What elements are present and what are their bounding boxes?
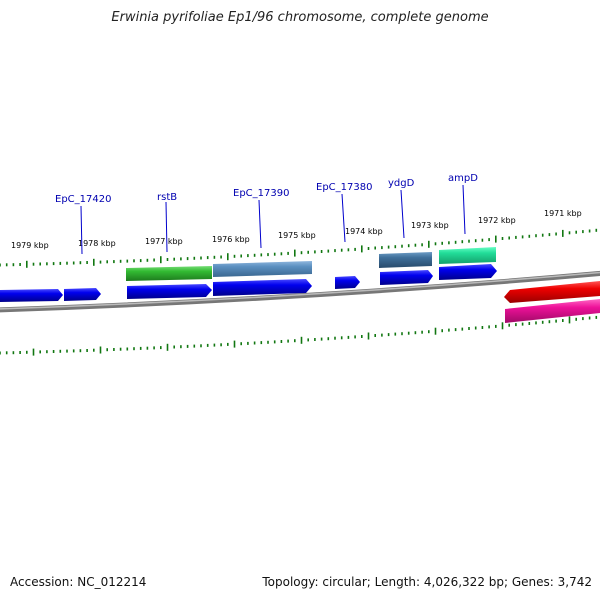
scale-label-1973: 1973 kbp — [411, 221, 449, 230]
scale-label-1979: 1979 kbp — [11, 241, 49, 250]
gene-label-epc-17420: EpC_17420 — [55, 194, 111, 205]
callout-line-rstb — [165, 201, 168, 253]
scale-label-1978: 1978 kbp — [78, 239, 116, 248]
reverse-gene-red[interactable] — [504, 281, 600, 303]
callout-line-ydgd — [400, 189, 405, 239]
scale-label-1975: 1975 kbp — [278, 231, 316, 240]
cds-arrow-epc-17380[interactable] — [335, 276, 360, 289]
cds-arrow-rstb[interactable] — [127, 284, 212, 299]
gene-label-rstb: rstB — [157, 192, 177, 203]
gene-label-ydgd: ydgD — [388, 178, 415, 189]
callout-line-epc-17390 — [258, 199, 262, 249]
cds-arrow-epc-17390[interactable] — [213, 279, 312, 296]
scale-label-1977: 1977 kbp — [145, 237, 183, 246]
chromosome-backbone — [0, 270, 600, 313]
scale-label-1976: 1976 kbp — [212, 235, 250, 244]
accession-label: Accession: NC_012214 — [10, 575, 147, 589]
reverse-feature-magenta[interactable] — [505, 299, 600, 323]
gene-label-epc-17390: EpC_17390 — [233, 188, 289, 199]
gene-label-epc-17380: EpC_17380 — [316, 182, 372, 193]
inner-scale-ticks — [0, 315, 598, 356]
chromosome-backbone-highlight — [0, 271, 600, 310]
cds-arrow-ampd[interactable] — [439, 264, 497, 280]
feature-bar-ydgd-gene[interactable] — [379, 252, 432, 268]
map-title: Erwinia pyrifoliae Ep1/96 chromosome, co… — [111, 10, 489, 25]
gene-label-ampd: ampD — [448, 173, 478, 184]
callout-line-ampd — [462, 184, 466, 235]
scale-label-1972: 1972 kbp — [478, 216, 516, 225]
callout-line-epc-17380 — [341, 193, 346, 243]
feature-bar-rstb-gene[interactable] — [126, 266, 212, 281]
feature-bar-epc-17390-gene[interactable] — [213, 261, 312, 277]
cds-arrow-ydgd[interactable] — [380, 270, 433, 285]
genome-summary: Topology: circular; Length: 4,026,322 bp… — [262, 575, 592, 589]
scale-label-1971: 1971 kbp — [544, 209, 582, 218]
cds-arrow-epc-17420[interactable] — [64, 288, 101, 301]
cds-arrow-1[interactable] — [0, 289, 63, 302]
scale-label-1974: 1974 kbp — [345, 227, 383, 236]
outer-scale-ticks — [0, 228, 598, 268]
callout-line-epc-17420 — [80, 205, 83, 255]
feature-bar-ampd-gene[interactable] — [439, 247, 496, 264]
